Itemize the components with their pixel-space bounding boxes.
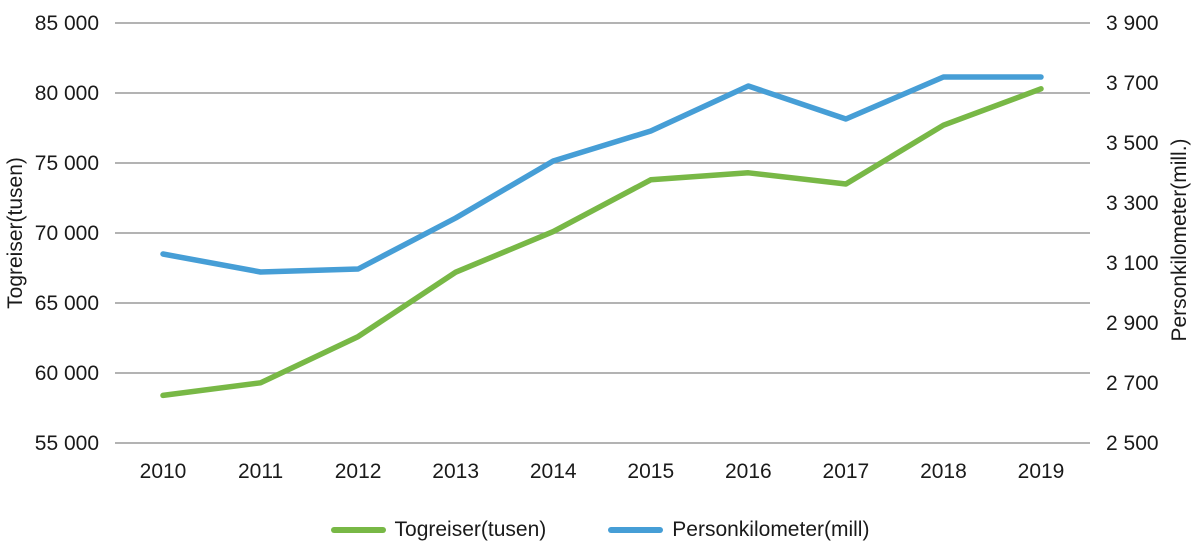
legend-label-togreiser: Togreiser(tusen) <box>394 518 547 541</box>
left-axis-tick-label: 65 000 <box>35 292 99 315</box>
right-axis-tick-label: 2 900 <box>1106 312 1159 335</box>
right-axis-title: Personkilometer(mill.) <box>1168 138 1191 341</box>
personkilometer-mill-line <box>160 74 1044 275</box>
x-axis-tick-label: 2016 <box>725 460 772 483</box>
legend-label-personkilometer: Personkilometer(mill) <box>672 518 870 541</box>
right-axis-tick-label: 3 700 <box>1106 72 1159 95</box>
x-axis-tick-label: 2018 <box>920 460 967 483</box>
x-axis-tick-label: 2010 <box>140 460 187 483</box>
x-axis-tick-label: 2017 <box>823 460 870 483</box>
legend-item-togreiser: Togreiser(tusen) <box>330 518 547 542</box>
x-axis-tick-label: 2011 <box>238 460 283 483</box>
x-axis-tick-label: 2014 <box>530 460 577 483</box>
right-axis-tick-label: 2 500 <box>1106 432 1159 455</box>
right-axis-tick-label: 3 500 <box>1106 132 1159 155</box>
legend-item-personkilometer: Personkilometer(mill) <box>608 518 869 542</box>
left-axis-tick-label: 75 000 <box>35 152 99 175</box>
x-axis-tick-label: 2012 <box>335 460 382 483</box>
left-axis-tick-label: 85 000 <box>35 12 99 35</box>
chart-legend: Togreiser(tusen) Personkilometer(mill) <box>0 518 1200 542</box>
x-axis-tick-label: 2015 <box>627 460 674 483</box>
left-axis-tick-label: 70 000 <box>35 222 99 245</box>
left-axis-tick-label: 80 000 <box>35 82 99 105</box>
x-axis-tick-label: 2013 <box>432 460 479 483</box>
left-axis-title: Togreiser(tusen) <box>4 157 27 309</box>
right-axis-tick-label: 3 300 <box>1106 192 1159 215</box>
left-axis-tick-label: 60 000 <box>35 362 99 385</box>
left-axis-tick-label: 55 000 <box>35 432 99 455</box>
personkilometer-line-swatch <box>608 527 664 533</box>
togreiser-line-swatch <box>330 527 386 533</box>
x-axis-tick-label: 2019 <box>1018 460 1065 483</box>
togreiser-tusen-line <box>160 86 1044 399</box>
right-axis-tick-label: 3 100 <box>1106 252 1159 275</box>
right-axis-tick-label: 2 700 <box>1106 372 1159 395</box>
right-axis-tick-label: 3 900 <box>1106 12 1159 35</box>
